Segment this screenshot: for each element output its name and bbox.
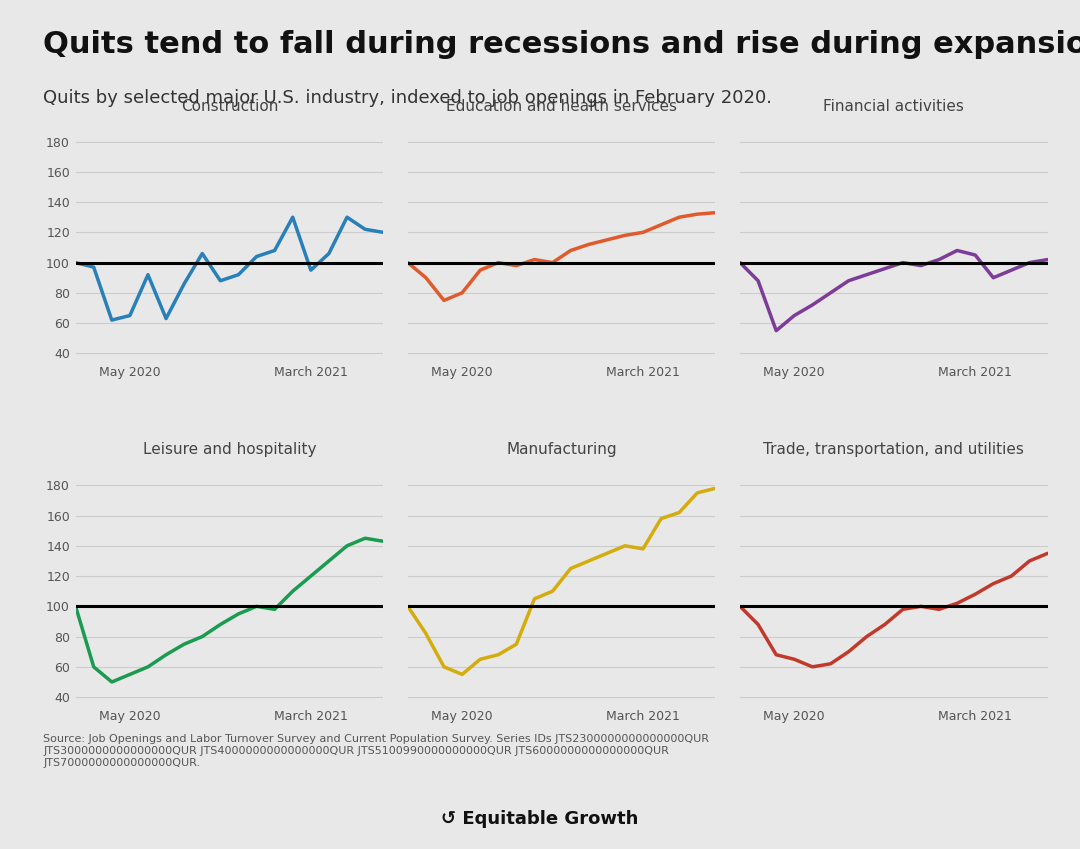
Text: ↺ Equitable Growth: ↺ Equitable Growth	[442, 810, 638, 828]
Title: Financial activities: Financial activities	[823, 98, 964, 114]
Text: Source: Job Openings and Labor Turnover Survey and Current Population Survey. Se: Source: Job Openings and Labor Turnover …	[43, 734, 710, 767]
Title: Manufacturing: Manufacturing	[507, 442, 617, 458]
Title: Construction: Construction	[180, 98, 278, 114]
Title: Trade, transportation, and utilities: Trade, transportation, and utilities	[764, 442, 1024, 458]
Title: Leisure and hospitality: Leisure and hospitality	[143, 442, 316, 458]
Text: Quits by selected major U.S. industry, indexed to job openings in February 2020.: Quits by selected major U.S. industry, i…	[43, 89, 772, 107]
Text: Quits tend to fall during recessions and rise during expansions: Quits tend to fall during recessions and…	[43, 30, 1080, 59]
Title: Education and health services: Education and health services	[446, 98, 677, 114]
